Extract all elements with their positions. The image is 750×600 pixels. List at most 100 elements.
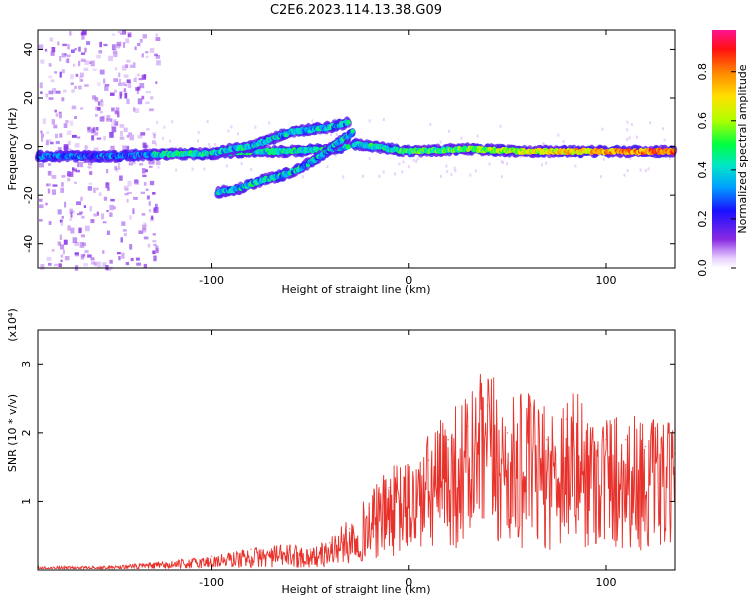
spectrogram-noise-cell (94, 263, 97, 267)
spectrogram-noise-cell (401, 170, 404, 174)
spectrogram-noise-cell (89, 171, 93, 175)
spectrogram-noise-cell (114, 165, 118, 171)
spectrogram-noise-cell (39, 204, 44, 209)
spectrogram-trace-cell (671, 148, 677, 153)
spectrogram-noise-cell (46, 256, 52, 261)
spectrogram-noise-cell (61, 69, 65, 74)
spectrogram-noise-cell (268, 121, 271, 125)
spectrogram-noise-cell (110, 145, 115, 151)
spectrogram-noise-cell (61, 175, 66, 178)
spectrogram-noise-cell (49, 183, 51, 187)
spectrogram-noise-cell (80, 52, 86, 55)
spectrogram-noise-cell (225, 164, 228, 168)
spectrogram-noise-cell (70, 210, 75, 214)
spectrogram-noise-cell (67, 140, 71, 146)
spectrogram-noise-cell (143, 263, 147, 268)
spectrogram-noise-cell (469, 173, 472, 177)
spectrogram-noise-cell (81, 30, 87, 35)
spectrogram-noise-cell (114, 67, 118, 71)
spectrogram-noise-cell (361, 174, 364, 178)
spectrogram-noise-cell (68, 171, 74, 177)
spectrogram-noise-cell (601, 127, 604, 131)
spectrogram-noise-cell (416, 157, 419, 161)
spectrogram-noise-cell (55, 140, 60, 145)
spectrogram-noise-cell (208, 142, 211, 146)
spectrogram-noise-cell (129, 134, 134, 141)
spectrogram-noise-cell (104, 85, 109, 91)
spectrogram-noise-cell (102, 262, 107, 267)
spectrogram-noise-cell (95, 106, 98, 111)
spectrogram-noise-cell (149, 160, 155, 165)
spectrogram-trace-cell (346, 119, 351, 125)
spectrogram-noise-cell (120, 32, 124, 35)
spectrogram-noise-cell (115, 167, 121, 170)
spectrogram-noise-cell (102, 250, 105, 254)
spectrogram-noise-cell (87, 186, 92, 191)
spectrogram-noise-cell (203, 167, 206, 171)
spectrogram-noise-cell (499, 124, 502, 128)
spectrogram-noise-cell (124, 188, 129, 191)
spectrogram-noise-cell (59, 56, 62, 62)
spectrogram-noise-cell (109, 131, 114, 138)
spectrogram-noise-cell (334, 153, 337, 157)
spectrogram-noise-cell (501, 160, 504, 164)
spectrogram-noise-cell (59, 234, 62, 240)
spectrogram-noise-cell (93, 147, 99, 152)
spectrogram-noise-cell (94, 97, 99, 102)
spectrogram-noise-cell (109, 259, 113, 264)
spectrogram-marks (34, 30, 678, 271)
spectrogram-noise-cell (63, 89, 67, 93)
spectrogram-noise-cell (128, 132, 132, 136)
spectrogram-noise-cell (55, 113, 59, 117)
snr-data-point (408, 480, 410, 482)
spectrogram-noise-cell (330, 133, 333, 137)
spectrogram-noise-cell (453, 166, 456, 170)
snr-y-tick-label: 3 (20, 361, 33, 368)
spectrogram-noise-cell (118, 72, 121, 78)
spectrogram-noise-cell (64, 256, 70, 261)
colorbar-tick-label: 0.8 (696, 63, 709, 81)
spectrogram-noise-cell (91, 135, 95, 141)
snr-data-point (210, 555, 213, 558)
spectrogram-noise-cell (326, 165, 329, 169)
spectrogram-noise-cell (142, 168, 146, 174)
spectrogram-noise-cell (51, 249, 55, 252)
spectrogram-noise-cell (45, 93, 49, 98)
snr-data-point (427, 459, 430, 462)
snr-data-point (388, 486, 390, 489)
spectrogram-noise-cell (101, 213, 105, 220)
spectrogram-noise-cell (48, 75, 53, 79)
spectrogram-noise-cell (82, 253, 86, 257)
spectrogram-noise-cell (114, 89, 118, 93)
colorbar: 0.0 0.2 0.4 0.6 0.8 Normalized spectral ampl… (696, 30, 749, 277)
spectrogram-noise-cell (136, 257, 140, 261)
snr-frame (37, 329, 676, 571)
spectrogram-noise-cell (80, 72, 84, 78)
spectrogram-noise-cell (60, 254, 64, 258)
spectrogram-noise-cell (155, 161, 161, 165)
spectrogram-noise-cell (626, 120, 629, 124)
spectrogram-y-tick-label: -40 (22, 235, 35, 253)
spectrogram-noise-cell (96, 127, 99, 131)
spectrogram-noise-cell (54, 71, 57, 74)
spectrogram-y-tick-label: 0 (22, 143, 35, 150)
spectrogram-y-axis-label: Frequency (Hz) (6, 108, 19, 191)
spectrogram-noise-cell (125, 38, 130, 44)
spectrogram-noise-cell (48, 262, 52, 266)
spectrogram-noise-cell (129, 215, 133, 220)
spectrogram-noise-cell (86, 41, 91, 45)
spectrogram-noise-cell (639, 168, 642, 172)
spectrogram-noise-cell (647, 167, 650, 171)
spectrogram-noise-cell (250, 168, 253, 171)
spectrogram-x-tick-label: 0 (405, 274, 412, 287)
spectrogram-noise-cell (95, 114, 98, 117)
spectrogram-noise-cell (84, 225, 90, 232)
spectrogram-noise-cell (90, 257, 95, 261)
spectrogram-noise-cell (57, 241, 62, 246)
spectrogram-noise-cell (122, 81, 126, 85)
spectrogram-noise-cell (97, 106, 101, 111)
spectrogram-noise-cell (54, 263, 59, 267)
spectrogram-noise-cell (69, 120, 74, 127)
spectrogram-noise-cell (163, 125, 166, 129)
spectrogram-noise-cell (83, 67, 89, 71)
